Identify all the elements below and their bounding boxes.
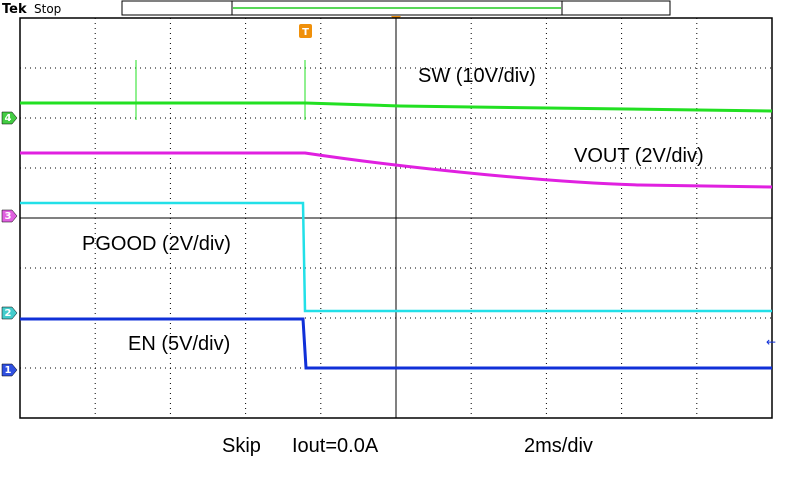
channel-label: EN (5V/div) (128, 333, 230, 355)
channel-label: SW (10V/div) (418, 65, 536, 87)
channel-label: VOUT (2V/div) (574, 145, 704, 167)
channel-number: 1 (5, 365, 12, 376)
footer-mode: Skip (222, 435, 261, 457)
channel-number: 3 (5, 211, 12, 222)
offscreen-arrow: ← (766, 335, 776, 349)
ch1-marker: 1 (1, 363, 18, 377)
pgood-trace (20, 201, 772, 313)
trigger-marker (299, 24, 312, 38)
en-trace (20, 317, 772, 370)
ch4-marker: 4 (1, 111, 18, 125)
vout-trace (20, 151, 773, 189)
record-window (231, 0, 563, 16)
ch3-marker: 3 (1, 209, 18, 223)
footer-load: Iout=0.0A (292, 435, 379, 457)
channel-number: 4 (5, 113, 12, 124)
trigger-label: T (302, 27, 309, 38)
channel-label: PGOOD (2V/div) (82, 233, 231, 255)
run-status: Stop (34, 2, 61, 16)
footer-timebase: 2ms/div (524, 435, 593, 457)
sw-trace (20, 101, 773, 113)
ch2-marker: 2 (1, 306, 18, 320)
channel-number: 2 (5, 308, 12, 319)
brand: Tek (2, 2, 27, 17)
